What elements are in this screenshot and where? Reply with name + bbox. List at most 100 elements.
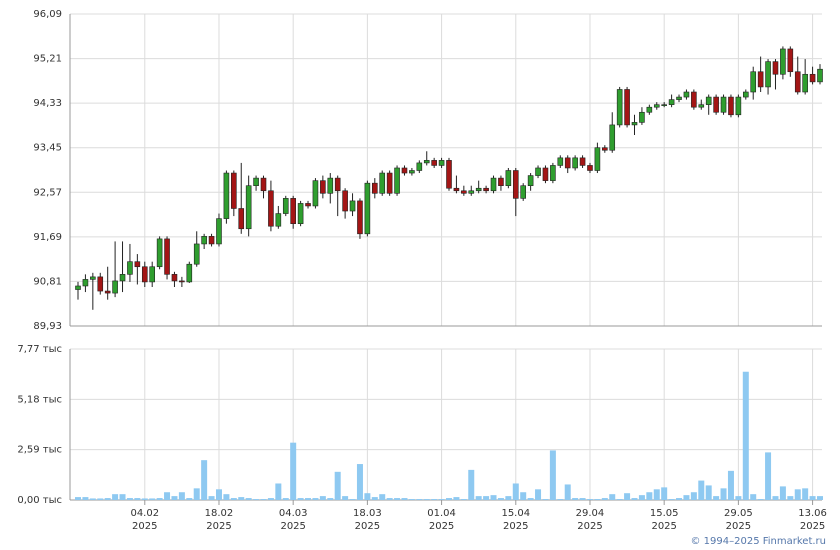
- candle-body: [342, 190, 348, 212]
- volume-bar: [683, 495, 690, 500]
- candle-body: [787, 48, 794, 73]
- volume-bar: [104, 498, 111, 500]
- volume-bar: [535, 489, 542, 500]
- candle-body: [705, 96, 712, 105]
- volume-bar: [282, 498, 289, 500]
- candle-body: [661, 104, 667, 106]
- volume-bar: [134, 498, 141, 500]
- volume-bar: [705, 485, 712, 500]
- candle-body: [720, 96, 727, 113]
- volume-bar: [742, 371, 749, 500]
- volume-bar: [572, 498, 579, 500]
- volume-bar: [112, 494, 119, 500]
- x-tick-year: 2025: [280, 521, 305, 532]
- volume-bar: [230, 498, 237, 500]
- volume-bar: [305, 498, 312, 500]
- volume-bar: [364, 493, 371, 500]
- volume-bar: [379, 494, 386, 500]
- y-tick-label: 94,33: [33, 98, 62, 109]
- candle-body: [498, 177, 504, 187]
- volume-bar: [505, 496, 512, 500]
- volume-bar: [468, 469, 475, 500]
- volume-bar: [201, 460, 208, 500]
- volume-bar: [676, 498, 683, 500]
- volume-bar: [394, 498, 401, 500]
- volume-bar: [97, 498, 104, 500]
- y-tick-label: 5,18 тыс: [17, 394, 62, 405]
- x-tick-label: 15.04: [501, 508, 530, 519]
- volume-bar: [401, 498, 408, 500]
- x-tick-label: 18.02: [205, 508, 234, 519]
- source: © 1994–2025 Finmarket.ru: [690, 536, 826, 547]
- candle-body: [216, 218, 222, 245]
- candle-body: [171, 274, 178, 282]
- volume-bar: [631, 498, 638, 500]
- volume-bar: [149, 498, 156, 500]
- candle-body: [282, 198, 289, 214]
- candle-body: [794, 71, 801, 93]
- volume-bar: [460, 499, 467, 500]
- x-tick-label: 18.03: [353, 508, 382, 519]
- volume-bar: [193, 488, 200, 500]
- y-tick-label: 96,09: [33, 9, 62, 20]
- volume-bar: [89, 498, 96, 500]
- candle-body: [127, 261, 133, 275]
- volume-bar: [757, 499, 764, 500]
- volume-bar: [653, 489, 660, 500]
- candle-body: [297, 203, 304, 224]
- volume-bar: [275, 483, 282, 500]
- volume-bar: [512, 483, 519, 500]
- volume-bar: [787, 496, 794, 500]
- volume-bar: [727, 470, 734, 500]
- candle-body: [490, 177, 497, 192]
- candle-body: [742, 91, 749, 98]
- volume-bar: [208, 496, 215, 500]
- candle-body: [156, 238, 163, 268]
- volume-bar: [779, 486, 786, 500]
- candle-body: [713, 96, 719, 113]
- volume-bar: [356, 464, 363, 500]
- volume-bar: [371, 497, 378, 500]
- volume-bar: [164, 492, 171, 500]
- candle-body: [572, 157, 578, 169]
- candle-body: [461, 190, 467, 194]
- candle-body: [527, 175, 534, 187]
- volume-bar: [453, 497, 460, 500]
- volume-bar: [638, 495, 645, 500]
- volume-bar: [720, 488, 727, 500]
- volume-bar: [423, 499, 430, 500]
- candle-body: [312, 180, 319, 207]
- candle-body: [208, 236, 215, 245]
- x-tick-label: 01.04: [427, 508, 456, 519]
- y-tick-label: 0,00 тыс: [17, 495, 62, 506]
- x-tick-year: 2025: [206, 521, 231, 532]
- candle-body: [401, 167, 408, 174]
- volume-bar: [750, 494, 757, 500]
- volume-bar: [267, 498, 274, 500]
- candle-body: [253, 177, 259, 187]
- candle-body: [557, 157, 564, 166]
- y-tick-label: 93,45: [33, 143, 62, 154]
- volume-bar: [119, 494, 126, 500]
- candle-body: [193, 243, 200, 265]
- candle-body: [587, 165, 593, 171]
- volume-bar: [171, 496, 178, 500]
- volume-bar: [186, 498, 193, 500]
- volume-bar: [661, 487, 668, 500]
- candle-body: [112, 280, 118, 294]
- candle-body: [357, 200, 363, 235]
- candle-body: [780, 48, 786, 75]
- volume-bar: [223, 494, 230, 500]
- candle-body: [260, 177, 267, 192]
- volume-bar: [126, 498, 133, 500]
- volume-bar: [215, 489, 222, 500]
- volume-bar: [794, 489, 801, 500]
- volume-bar: [609, 494, 616, 500]
- candle-body: [386, 172, 393, 194]
- candle-body: [238, 208, 245, 230]
- candle-body: [676, 96, 682, 100]
- x-tick-year: 2025: [726, 521, 751, 532]
- candle-body: [594, 147, 601, 171]
- candle-body: [379, 172, 386, 194]
- volume-bar: [475, 496, 482, 500]
